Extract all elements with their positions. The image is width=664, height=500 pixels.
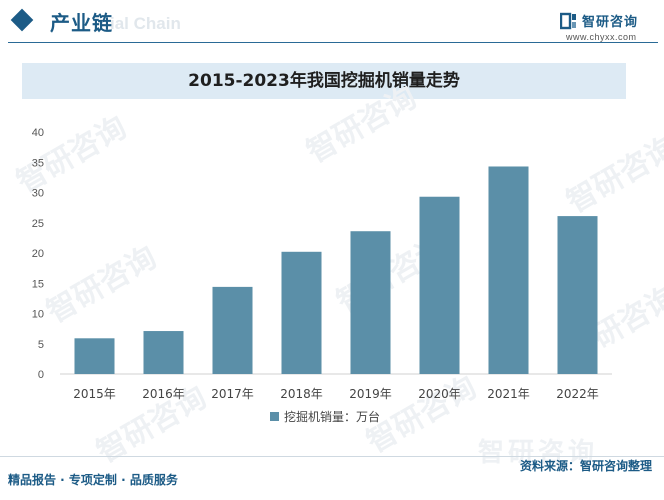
x-tick-label: 2018年 [280, 387, 323, 401]
y-tick-label: 20 [32, 248, 44, 260]
y-tick-label: 5 [38, 339, 44, 351]
x-tick-label: 2016年 [142, 387, 185, 401]
header-ghost-text: ial Chain [110, 14, 181, 33]
y-tick-label: 10 [32, 309, 44, 321]
header-title: 产业链 [50, 11, 113, 35]
bar [350, 231, 391, 374]
footer-source: 资料来源：智研咨询整理 [519, 459, 652, 473]
footer-watermark: 智研咨询 [478, 438, 599, 468]
x-tick-label: 2015年 [73, 387, 116, 401]
brand-name: 智研咨询 [582, 15, 639, 30]
chart-title: 2015-2023年我国挖掘机销量走势 [188, 71, 460, 91]
brand-block: 智研咨询 www.chyxx.com [560, 8, 650, 42]
y-tick-label: 30 [32, 188, 44, 200]
zhiyan-logo-icon [560, 12, 576, 30]
y-tick-label: 35 [32, 157, 44, 169]
brand-url: www.chyxx.com [566, 32, 637, 42]
bar [419, 196, 460, 374]
header-divider [8, 42, 658, 43]
y-tick-label: 15 [32, 278, 44, 290]
y-tick-label: 40 [32, 127, 44, 139]
bar [281, 251, 322, 374]
x-tick-label: 2022年 [556, 387, 599, 401]
y-tick-label: 0 [38, 369, 44, 381]
bar [488, 166, 529, 374]
bar-chart: 0 5 10 15 20 25 30 35 40 2015年 2016年 2017年 2018年 2019… [32, 127, 612, 424]
footer-divider [0, 456, 664, 457]
y-tick-label: 25 [32, 218, 44, 230]
bar [557, 216, 598, 374]
bar [74, 338, 115, 374]
bar [212, 286, 253, 374]
x-tick-label: 2017年 [211, 387, 254, 401]
chart-title-bar: 2015-2023年我国挖掘机销量走势 [22, 63, 626, 99]
legend-label: 挖掘机销量：万台 [284, 409, 380, 424]
page-header: ial Chain 产业链 [0, 0, 664, 44]
x-tick-label: 2020年 [418, 387, 461, 401]
diamond-icon [10, 8, 34, 32]
x-tick-label: 2021年 [487, 387, 530, 401]
footer-tagline: 精品报告 · 专项定制 · 品质服务 [8, 473, 178, 487]
legend-swatch [270, 412, 279, 421]
bar [143, 331, 184, 374]
x-tick-label: 2019年 [349, 387, 392, 401]
